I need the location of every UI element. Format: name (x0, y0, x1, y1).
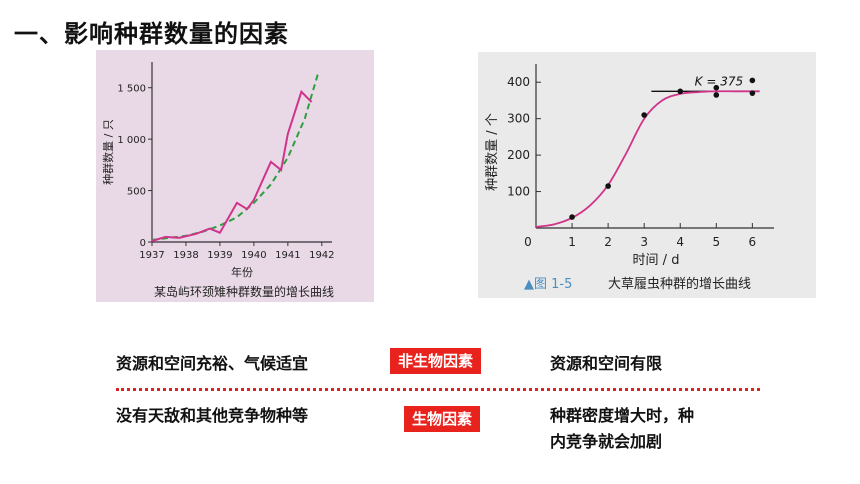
chart2-data-point (677, 88, 684, 95)
abiotic-factor-badge: 非生物因素 (390, 348, 482, 374)
chart1-y-tick-label: 500 (127, 187, 146, 198)
chart1-x-tick-label: 1940 (241, 250, 266, 261)
chart1-x-tick-label: 1939 (207, 250, 232, 261)
chart1-y-tick-label: 1 500 (117, 84, 146, 95)
chart2-data-point (749, 77, 756, 84)
chart2-y-tick-label: 100 (507, 185, 530, 199)
biotic-favorable-text: 没有天敌和其他竞争物种等 (116, 406, 309, 425)
chart2-k-annotation: K = 375 (695, 74, 743, 88)
chart1-x-tick-label: 1937 (139, 250, 164, 261)
chart2-x-tick-label: 3 (640, 235, 648, 249)
chart2-background (478, 52, 816, 298)
chart2-data-point (749, 90, 756, 96)
chart1-y-axis-label: 种群数量 / 只 (101, 119, 115, 185)
chart2-data-point (641, 112, 647, 118)
chart2-data-point (713, 92, 720, 98)
chart2-x-tick-label: 6 (749, 235, 757, 249)
biotic-factor-badge: 生物因素 (404, 406, 481, 432)
chart2-caption: 大草履虫种群的增长曲线 (608, 276, 751, 292)
chart2-x-tick-label: 4 (676, 235, 684, 249)
chart2-x-tick-label: 1 (568, 235, 576, 249)
chart2-data-point (569, 214, 575, 220)
dotted-divider (116, 388, 760, 391)
chart1-x-tick-label: 1938 (173, 250, 198, 261)
chart2-y-tick-label: 400 (507, 75, 530, 89)
chart2-x-tick-label: 2 (604, 235, 612, 249)
chart2-y-axis-label: 种群数量 / 个 (485, 113, 500, 191)
chart1-background (96, 50, 374, 302)
chart2-x-tick-label: 0 (524, 235, 532, 249)
abiotic-favorable-text: 资源和空间充裕、气候适宜 (116, 354, 309, 373)
chart2-y-tick-label: 200 (507, 148, 530, 162)
biotic-limited-text-line2: 内竞争就会加剧 (550, 432, 663, 451)
chart1-y-tick-label: 1 000 (117, 135, 146, 146)
page-title: 一、影响种群数量的因素 (14, 20, 289, 48)
chart2-y-tick-label: 300 (507, 112, 530, 126)
chart1-y-tick-label: 0 (140, 238, 146, 249)
chart1-x-tick-label: 1941 (275, 250, 300, 261)
paramecium-growth-chart: 100 200 300 400 0 1 2 3 4 5 6 K = 375 种群数量 / 个 时间… (478, 52, 816, 298)
chart2-caption-prefix: ▲图 1-5 (524, 277, 572, 292)
chart1-x-axis-label: 年份 (231, 265, 253, 279)
chart1-trend-dashed-line (151, 72, 320, 241)
abiotic-limited-text: 资源和空间有限 (550, 354, 663, 373)
chart2-data-point (605, 183, 611, 189)
chart1-population-line (151, 89, 313, 242)
chart1-caption: 某岛屿环颈雉种群数量的增长曲线 (154, 284, 334, 299)
chart2-x-tick-label: 5 (712, 235, 720, 249)
chart2-data-point (713, 84, 720, 91)
chart2-x-axis-label: 时间 / d (633, 253, 680, 268)
biotic-limited-text-line1: 种群密度增大时，种 (550, 406, 695, 425)
chart1-x-tick-label: 1942 (309, 250, 334, 261)
